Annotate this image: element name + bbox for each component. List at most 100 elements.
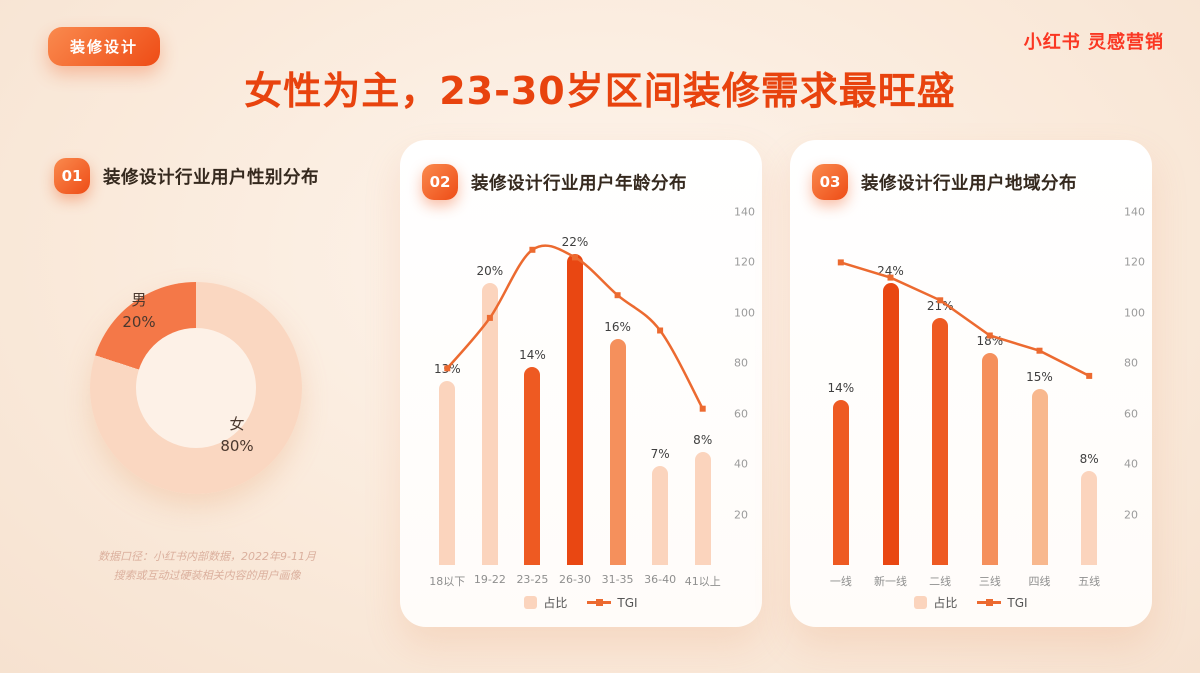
chart-bar <box>567 254 583 565</box>
category-tag-badge: 装修设计 <box>48 27 161 66</box>
category-label: 26-30 <box>559 573 591 586</box>
panel-title: 装修设计行业用户年龄分布 <box>471 173 687 194</box>
tgi-marker <box>837 259 844 266</box>
bar-value-label: 8% <box>693 433 713 447</box>
panel-gender-distribution: 01 装修设计行业用户性别分布 男 20% 女 80% 数据口径：小红书内部数据… <box>42 142 394 642</box>
category-label: 三线 <box>978 575 1001 588</box>
footnote-line-2: 搜索或互动过硬装相关内容的用户画像 <box>113 568 301 582</box>
chart-bar <box>481 282 498 565</box>
tgi-marker <box>657 327 664 334</box>
y2-axis-label: 120 <box>734 255 755 269</box>
donut-label-female: 女 80% <box>207 414 267 458</box>
male-value: 20% <box>122 312 156 331</box>
y2-axis-label: 140 <box>734 205 755 219</box>
bar-value-label: 21% <box>926 298 954 313</box>
chart-bar <box>524 367 541 565</box>
panel-number-badge: 03 <box>812 164 848 200</box>
bar-value-label: 8% <box>1079 451 1099 466</box>
legend-bar-swatch <box>524 596 538 609</box>
tgi-marker <box>486 314 493 321</box>
y2-axis-label: 140 <box>1124 205 1145 219</box>
tgi-marker <box>887 274 894 281</box>
legend-bar-label: 占比 <box>933 596 958 610</box>
y2-axis-label: 60 <box>1124 407 1138 421</box>
panel-header: 02 装修设计行业用户年龄分布 <box>400 140 762 200</box>
footnote-line-1: 数据口径：小红书内部数据，2022年9-11月 <box>98 550 316 563</box>
category-label: 新一线 <box>874 575 907 588</box>
tgi-marker <box>444 365 451 372</box>
panel-title: 装修设计行业用户性别分布 <box>103 167 319 188</box>
chart-bar <box>439 381 456 565</box>
category-label: 19-22 <box>473 573 506 586</box>
page-title: 女性为主，23-30岁区间装修需求最旺盛 <box>244 69 956 113</box>
region-combo-chart: 14% 一线 24% 新一线 21% 二线 18% 三线 15% 四线 8% 五线 140 120 100 8… <box>816 206 1145 589</box>
chart-bar <box>981 353 998 565</box>
panel-number-badge: 01 <box>54 158 90 194</box>
chart-bar <box>932 317 949 565</box>
chart-bar <box>1081 470 1098 565</box>
chart-bar <box>882 282 899 565</box>
tgi-marker <box>986 332 993 339</box>
chart-legend: 占比 TGI <box>400 594 762 611</box>
tgi-marker <box>1086 372 1093 379</box>
legend-bar-label: 占比 <box>543 596 568 610</box>
donut-hole <box>136 328 256 448</box>
legend-line-swatch <box>977 598 1002 606</box>
age-combo-chart: 13%18以下20%19-2214%23-2522%26-3016%31-357… <box>426 206 755 589</box>
legend-line-swatch <box>587 598 612 606</box>
category-label: 31-35 <box>601 573 634 586</box>
bar-value-label: 22% <box>561 235 589 250</box>
chart-bar <box>609 339 626 565</box>
brand-logo: 小红书 灵感营销 <box>1023 32 1164 53</box>
y2-axis-label: 40 <box>1124 457 1138 471</box>
bar-value-label: 15% <box>1026 369 1053 384</box>
panel-region-distribution: 03 装修设计行业用户地域分布 14% 一线 24% 新一线 21% 二线 18% 三线 15%… <box>790 140 1152 627</box>
legend-line-label: TGI <box>617 595 638 610</box>
bar-value-label: 24% <box>877 263 904 278</box>
tgi-line <box>444 244 706 412</box>
panel-number-badge: 02 <box>422 164 458 200</box>
bar-value-label: 20% <box>476 263 504 278</box>
category-label: 一线 <box>829 575 852 588</box>
category-label: 二线 <box>929 575 952 588</box>
panel-header: 03 装修设计行业用户地域分布 <box>790 140 1152 200</box>
bar-value-label: 14% <box>519 348 546 363</box>
category-label: 36-40 <box>644 573 677 586</box>
female-value: 80% <box>220 436 254 455</box>
tgi-line <box>837 259 1093 379</box>
chart-bar <box>694 452 711 565</box>
category-label: 四线 <box>1028 575 1051 588</box>
chart-bar <box>832 400 849 565</box>
chart-bar <box>1031 388 1048 565</box>
y2-axis-label: 40 <box>734 457 748 471</box>
male-label: 男 <box>131 291 147 309</box>
chart-bar <box>652 466 669 565</box>
legend-line-label: TGI <box>1007 595 1028 610</box>
legend-bar-swatch <box>914 596 928 609</box>
data-source-footnote: 数据口径：小红书内部数据，2022年9-11月 搜索或互动过硬装相关内容的用户画… <box>42 548 372 585</box>
female-label: 女 <box>229 415 245 433</box>
panel-header: 01 装修设计行业用户性别分布 <box>54 158 394 194</box>
tgi-marker <box>614 292 621 299</box>
category-label: 23-25 <box>516 573 549 586</box>
category-label: 五线 <box>1078 575 1101 588</box>
y2-axis-label: 80 <box>1124 356 1138 370</box>
y2-axis-label: 80 <box>734 356 748 370</box>
bar-value-label: 16% <box>604 320 631 335</box>
chart-legend: 占比 TGI <box>790 594 1152 611</box>
panel-title: 装修设计行业用户地域分布 <box>861 173 1077 194</box>
y2-axis-label: 100 <box>1124 306 1145 320</box>
panel-age-distribution: 02 装修设计行业用户年龄分布 13%18以下20%19-2214%23-252… <box>400 140 762 627</box>
tgi-marker <box>937 297 944 304</box>
y2-axis-label: 20 <box>1124 508 1138 522</box>
tgi-marker <box>1036 347 1043 354</box>
category-label: 41以上 <box>684 575 721 588</box>
tgi-marker <box>529 246 536 253</box>
category-label: 18以下 <box>429 575 466 588</box>
bar-value-label: 7% <box>650 447 670 462</box>
tgi-marker <box>699 405 706 412</box>
donut-label-male: 男 20% <box>109 290 169 334</box>
y2-axis-label: 60 <box>734 407 748 421</box>
tgi-marker <box>572 254 578 261</box>
